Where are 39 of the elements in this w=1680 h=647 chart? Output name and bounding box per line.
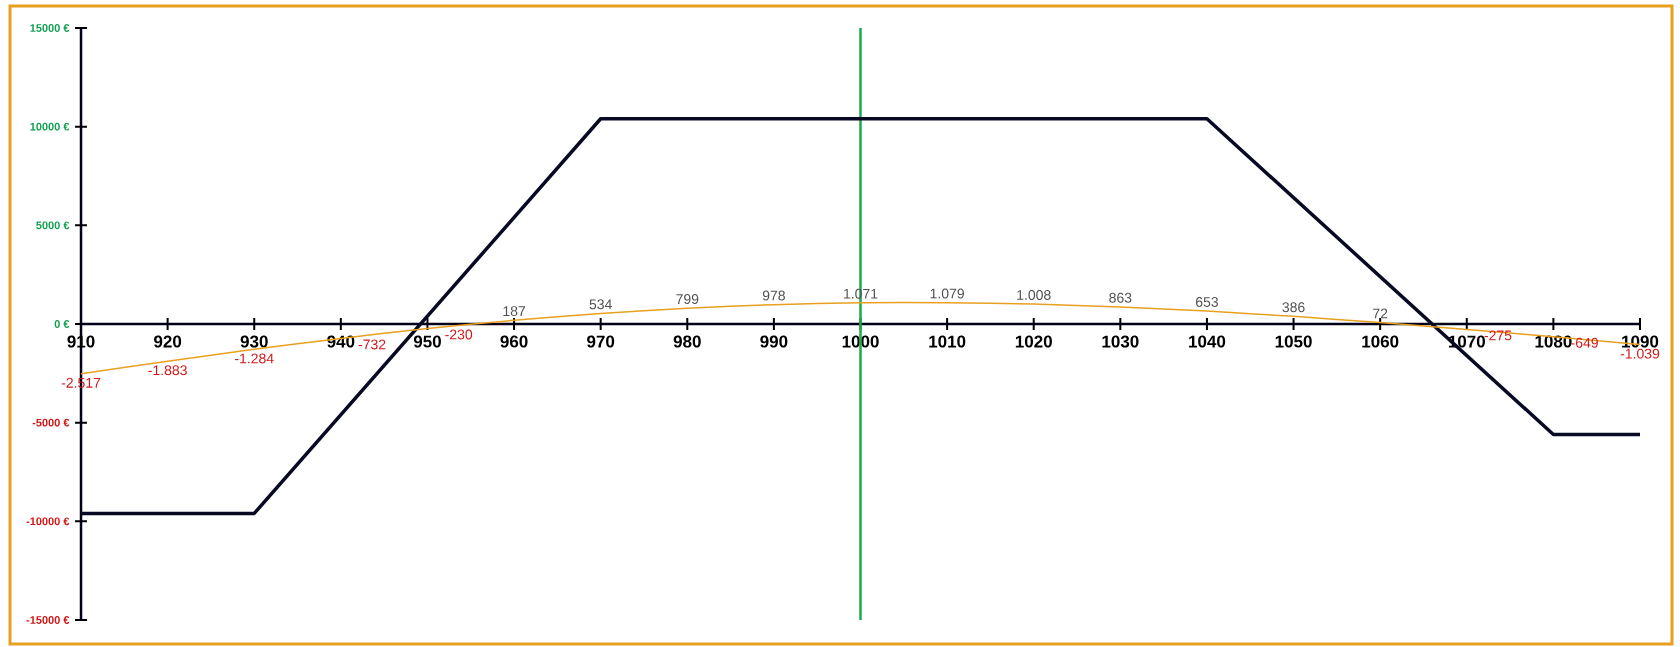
data-label: 187 (503, 306, 526, 317)
x-tick-label: 970 (587, 335, 615, 348)
y-tick-label: 10000 € (30, 122, 70, 131)
data-label: -230 (445, 329, 473, 340)
x-tick-label: 1090 (1622, 335, 1659, 348)
y-tick-label: -5000 € (32, 418, 70, 427)
data-label: 799 (676, 294, 699, 305)
x-tick-label: 1080 (1535, 335, 1572, 348)
x-tick-label: 1030 (1102, 335, 1139, 348)
data-label: 386 (1282, 302, 1305, 313)
x-tick-label: 930 (240, 335, 268, 348)
data-label: 1.008 (1017, 289, 1051, 300)
data-label: 978 (762, 290, 785, 301)
x-tick-label: 1040 (1189, 335, 1226, 348)
data-label: 72 (1373, 308, 1388, 319)
y-tick-label: -15000 € (26, 616, 70, 624)
y-tick-label: 0 € (54, 320, 70, 328)
data-label: -275 (1484, 330, 1512, 341)
data-label: 1.079 (930, 288, 964, 299)
x-tick-label: 1010 (929, 335, 966, 348)
x-tick-label: 960 (500, 335, 528, 348)
x-tick-label: 920 (154, 335, 182, 348)
data-label: -1.039 (1620, 348, 1660, 359)
x-tick-label: 990 (760, 335, 788, 348)
x-tick-label: 980 (673, 335, 701, 348)
data-label: -1.883 (148, 365, 187, 376)
data-label: -732 (358, 339, 386, 350)
x-tick-label: 1020 (1015, 335, 1052, 348)
data-label: 653 (1195, 296, 1218, 307)
data-label: -1.284 (235, 353, 274, 364)
x-tick-label: 950 (413, 335, 441, 348)
x-tick-label: 1060 (1362, 335, 1399, 348)
data-label: 534 (589, 299, 612, 310)
y-tick-label: 5000 € (36, 221, 70, 230)
data-label: -649 (1571, 337, 1598, 348)
data-label: 863 (1109, 292, 1132, 303)
y-tick-label: 15000 € (30, 24, 70, 32)
x-tick-label: 1050 (1275, 335, 1312, 348)
y-tick-label: -10000 € (26, 517, 70, 526)
